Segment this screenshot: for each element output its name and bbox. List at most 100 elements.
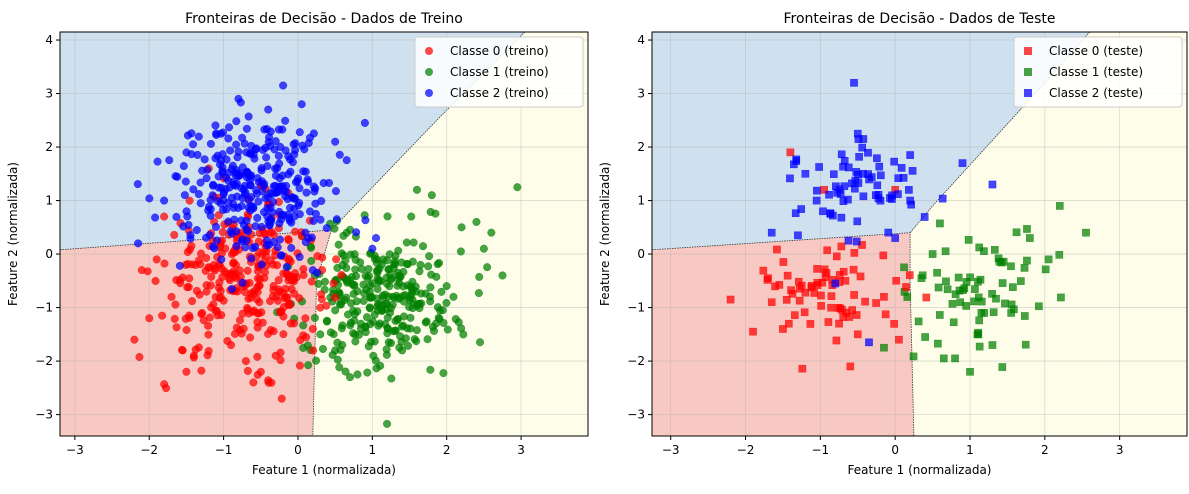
data-point	[335, 150, 344, 159]
data-point	[238, 235, 247, 244]
data-point	[194, 190, 203, 199]
axes-border	[59, 31, 589, 437]
data-point	[311, 184, 320, 193]
data-point	[795, 296, 804, 305]
data-point	[284, 234, 293, 243]
data-point	[936, 219, 944, 228]
chart-test: −3 −2 −1 0 1 2 3 −3 −2 −1 0 1 2 3 4 Fronteiras de Deci…	[598, 11, 1188, 477]
data-point	[989, 308, 998, 316]
data-point	[255, 248, 264, 257]
data-point	[210, 244, 219, 253]
data-point	[253, 323, 262, 332]
data-point	[855, 153, 863, 161]
data-point	[368, 244, 377, 253]
data-point	[773, 245, 781, 254]
data-point	[194, 132, 203, 141]
data-point	[216, 286, 225, 295]
data-point	[306, 207, 315, 216]
data-point	[133, 180, 142, 189]
data-point	[391, 326, 400, 335]
data-point	[343, 277, 352, 286]
data-point	[433, 303, 442, 312]
data-point	[204, 321, 213, 330]
data-point	[385, 282, 394, 291]
x-tick-label: 1	[369, 443, 377, 457]
data-point	[1023, 225, 1031, 233]
data-point	[238, 278, 247, 287]
data-point	[850, 249, 859, 257]
data-point	[295, 184, 304, 193]
data-point	[974, 293, 983, 302]
data-point	[443, 325, 452, 334]
data-point	[287, 243, 296, 252]
data-point	[871, 191, 880, 199]
data-point	[322, 224, 331, 233]
data-point	[975, 243, 984, 252]
data-point	[408, 277, 417, 286]
data-point	[273, 261, 282, 270]
data-point	[211, 121, 220, 130]
data-point	[487, 228, 496, 237]
data-point	[817, 302, 825, 310]
data-point	[900, 263, 908, 272]
legend-box	[414, 36, 584, 108]
data-point	[905, 186, 913, 194]
data-point	[209, 300, 218, 309]
data-point	[367, 337, 376, 346]
data-point	[145, 314, 154, 323]
data-point	[388, 300, 397, 309]
data-point	[934, 283, 943, 292]
data-point	[934, 339, 942, 348]
data-point	[435, 315, 444, 324]
chart-training: −3 −2 −1 0 1 2 3 −3 −2 −1 0 1 2 3 4 Fronteiras de Deci…	[6, 11, 589, 477]
data-point	[767, 228, 776, 237]
data-point	[908, 167, 917, 175]
data-point	[943, 285, 952, 294]
data-point	[238, 133, 247, 142]
data-point	[966, 273, 974, 282]
data-point	[295, 210, 304, 219]
data-point	[921, 333, 929, 341]
data-point	[281, 116, 290, 125]
x-tick-label: 0	[294, 443, 302, 457]
data-point	[383, 212, 392, 221]
data-point	[349, 329, 358, 338]
data-point	[304, 177, 313, 186]
data-point	[145, 194, 154, 203]
data-point	[295, 128, 304, 137]
data-point	[334, 240, 343, 249]
data-point	[214, 211, 223, 220]
data-point	[232, 140, 241, 149]
data-point	[918, 271, 927, 280]
data-point	[940, 354, 948, 363]
data-point	[818, 278, 827, 287]
y-tick-label: 1	[45, 194, 53, 208]
data-point	[337, 249, 346, 258]
data-point	[263, 204, 272, 213]
data-point	[891, 234, 899, 242]
data-point	[1023, 256, 1031, 265]
data-point	[239, 324, 248, 333]
data-point	[223, 336, 232, 345]
data-point	[880, 343, 888, 352]
data-point	[278, 182, 287, 191]
data-point	[329, 330, 338, 339]
data-point	[416, 260, 425, 269]
data-point	[352, 228, 361, 237]
region-class-1	[312, 32, 588, 436]
y-tick-label: 2	[637, 140, 645, 154]
chart-title: Fronteiras de Decisão - Dados de Teste	[783, 11, 1055, 27]
legend-label: Classe 1 (teste)	[1049, 65, 1143, 79]
data-point	[785, 319, 793, 328]
data-point	[850, 79, 858, 87]
data-point	[170, 314, 179, 323]
legend-marker	[425, 89, 433, 97]
data-point	[260, 125, 269, 134]
data-point	[782, 296, 791, 304]
data-point	[1021, 312, 1029, 320]
data-point	[955, 286, 964, 295]
data-point	[202, 174, 211, 183]
data-point	[387, 275, 396, 284]
data-point	[498, 271, 507, 280]
data-point	[1020, 264, 1029, 272]
